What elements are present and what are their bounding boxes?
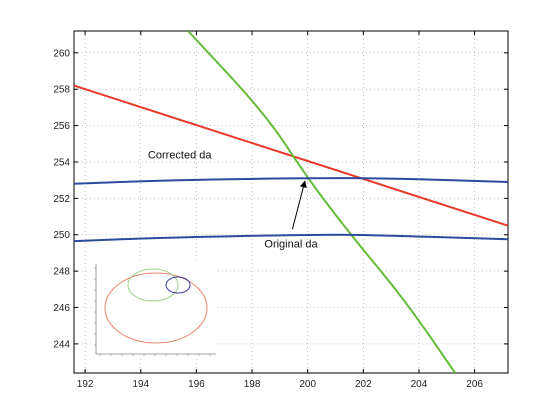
y-tick-label: 248 — [53, 267, 70, 278]
y-tick-label: 252 — [53, 194, 70, 205]
inset-ellipse-red — [104, 272, 208, 344]
annotation-arrow — [291, 180, 307, 230]
y-tick-label: 244 — [53, 339, 70, 350]
x-tick-label: 206 — [466, 379, 483, 390]
x-tick-label: 200 — [299, 379, 316, 390]
series-line-blue-corrected — [74, 177, 508, 185]
x-tick-label: 202 — [355, 379, 372, 390]
series-layer — [74, 31, 508, 373]
series-line-blue-original — [74, 233, 508, 243]
x-tick-label: 198 — [244, 379, 261, 390]
series-line-green — [187, 31, 456, 373]
y-tick-label: 246 — [53, 303, 70, 314]
y-tick-label: 258 — [53, 85, 70, 96]
series-line-red — [74, 84, 508, 227]
annotation-original-da: Original da — [264, 238, 318, 250]
x-tick-label: 196 — [188, 379, 205, 390]
y-tick-label: 250 — [53, 230, 70, 241]
y-tick-label: 254 — [53, 157, 70, 168]
inset-ellipse-green — [127, 268, 179, 302]
inset-ticks — [94, 267, 211, 356]
x-tick-label: 204 — [411, 379, 428, 390]
y-tick-label: 260 — [53, 48, 70, 59]
x-tick-label: 192 — [77, 379, 94, 390]
y-tick-label: 256 — [53, 121, 70, 132]
inset-ellipse-blue — [165, 276, 191, 294]
annotation-corrected-da: Corrected da — [148, 149, 212, 161]
inset-chart — [94, 262, 218, 356]
x-tick-label: 194 — [132, 379, 149, 390]
annotations: Corrected da Original da — [148, 149, 319, 250]
ticks: 192 194 196 198 200 202 204 206 244 246 248 250 252 2… — [53, 31, 508, 390]
plot-frame — [73, 30, 509, 374]
